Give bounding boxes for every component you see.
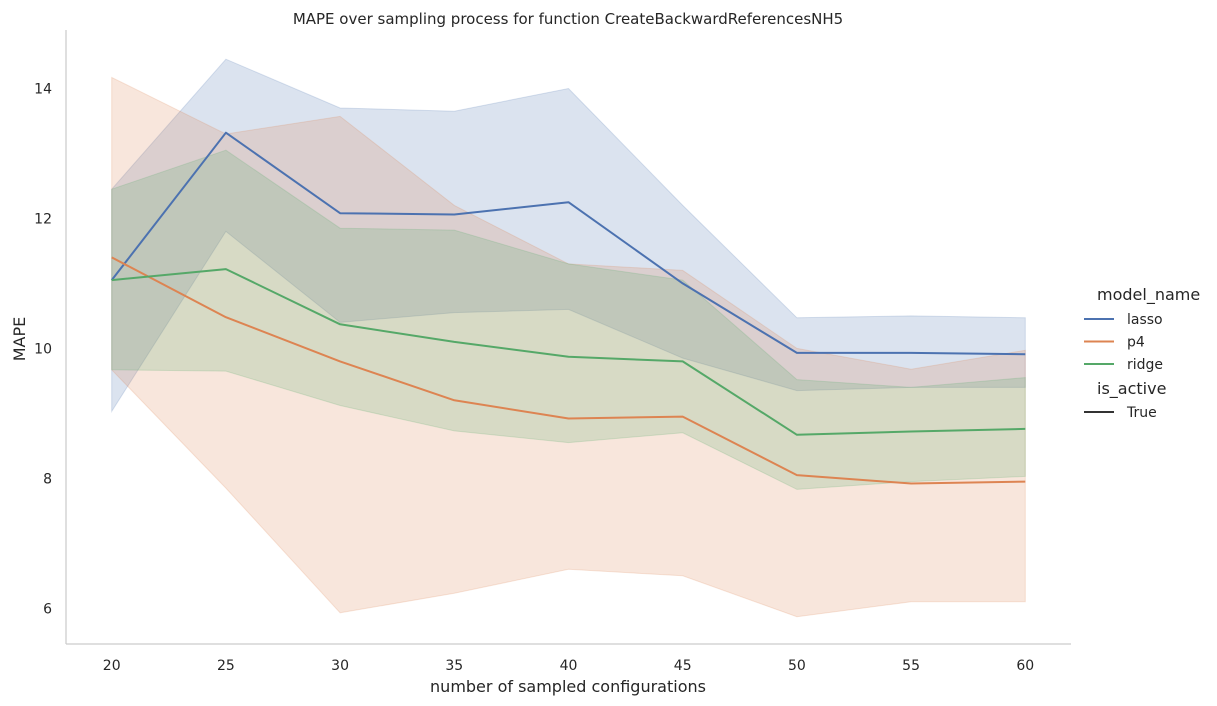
x-tick-label: 35 [445,658,463,674]
legend: model_name lasso p4 ridge is_active True [1084,285,1200,421]
x-tick-label: 50 [788,658,806,674]
ci-band-lasso [111,58,1026,414]
y-tick-label: 14 [34,82,52,98]
confidence-bands [111,58,1026,618]
y-tick-label: 10 [34,341,52,357]
legend-entry-lasso: lasso [1127,312,1163,328]
x-axis-label: number of sampled configurations [430,677,706,696]
x-tick-label: 55 [902,658,920,674]
legend-entry-p4: p4 [1127,335,1145,351]
ci-band-ridge [111,149,1026,490]
legend-style-title: is_active [1097,379,1166,399]
x-tick-label: 30 [331,658,349,674]
series-line-lasso [110,131,1026,356]
legend-entries: lasso p4 ridge [1084,312,1163,373]
y-tick-label: 8 [43,471,52,487]
x-tick-label: 45 [674,658,692,674]
legend-hue-title: model_name [1097,285,1200,305]
x-tick-labels: 20 25 30 35 40 45 50 55 60 [103,658,1034,674]
series-line-p4 [111,256,1026,485]
y-axis-label: MAPE [10,317,29,362]
series-lines [110,131,1026,485]
chart-title: MAPE over sampling process for function … [293,10,843,28]
x-tick-label: 60 [1016,658,1034,674]
legend-entry-ridge: ridge [1127,357,1163,373]
x-tick-label: 25 [217,658,235,674]
x-tick-label: 40 [560,658,578,674]
x-tick-label: 20 [103,658,121,674]
y-tick-label: 12 [34,211,52,227]
y-tick-label: 6 [43,601,52,617]
y-tick-labels: 6 8 10 12 14 [34,82,52,618]
legend-style-entry: True [1126,405,1157,421]
series-line-ridge [111,268,1026,436]
